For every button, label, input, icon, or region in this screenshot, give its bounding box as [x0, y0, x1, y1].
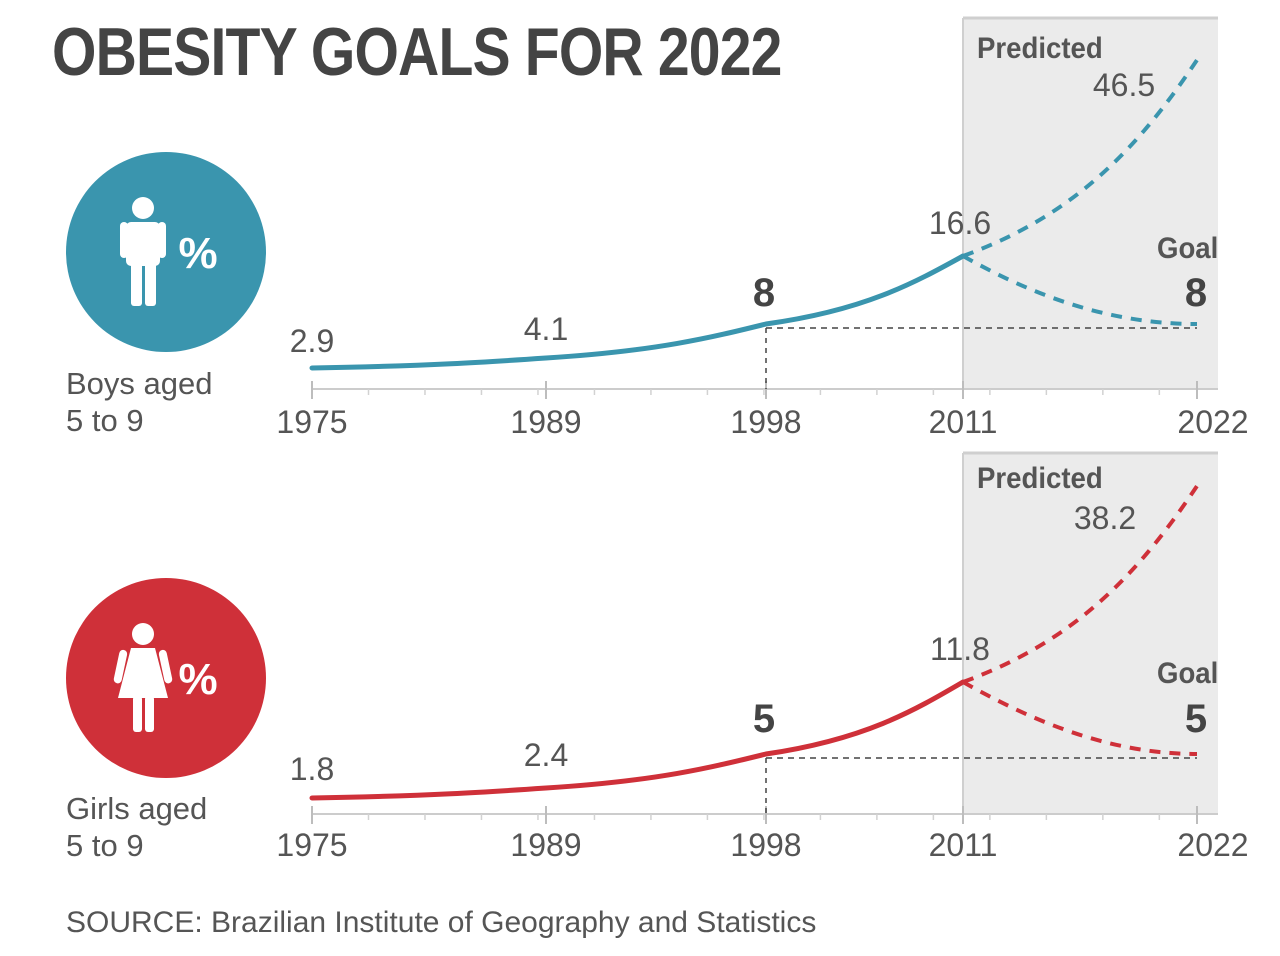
girls-label-line-1: Girls aged: [66, 791, 208, 826]
boy-head: [132, 197, 154, 219]
girls-goal-line: [962, 680, 1198, 756]
girls-tick-label-2011: 2011: [929, 827, 998, 863]
page-title: OBESITY GOALS FOR 2022: [52, 14, 782, 90]
girls-value-label-1975: 1.8: [290, 751, 334, 787]
boys-tick-label-1989: 1989: [510, 404, 581, 440]
boys-tick-label-2011: 2011: [929, 404, 998, 440]
girl-arm-left: [113, 649, 128, 684]
boy-arm-left: [120, 222, 128, 258]
boys-tick-label-1998: 1998: [730, 404, 801, 440]
girl-leg-right: [145, 696, 154, 732]
girls-goal-title: Goal: [1157, 657, 1218, 690]
girls-value-label-2011: 11.8: [930, 631, 990, 667]
boys-goal-title: Goal: [1157, 232, 1218, 265]
boys-tick-label-1975: 1975: [276, 404, 347, 440]
boys-goal-value: 8: [1185, 271, 1207, 315]
girl-head: [132, 623, 154, 645]
boys-predicted-title: Predicted: [977, 32, 1103, 65]
boy-leg-left: [131, 262, 142, 306]
girls-observed-line: [309, 679, 966, 801]
girl-icon: [113, 623, 173, 732]
girls-predicted-value: 38.2: [1074, 500, 1136, 536]
girls-chart: 1975 1989 1998 2011 2022 1.8 2.4 5 11.8 Predicted…: [66, 451, 1249, 863]
boys-goal-line: [962, 254, 1198, 326]
boy-icon: [120, 197, 166, 306]
girl-leg-left: [133, 696, 142, 732]
girls-predicted-line: [962, 484, 1199, 684]
boy-leg-right: [145, 262, 156, 306]
boys-label-line-1: Boys aged: [66, 366, 213, 401]
boys-tick-label-2022: 2022: [1177, 404, 1248, 440]
girls-label-line-2: 5 to 9: [66, 828, 144, 863]
girls-tick-label-1998: 1998: [730, 827, 801, 863]
boys-prediction-area: [963, 18, 1218, 389]
girls-goal-value: 5: [1185, 697, 1207, 741]
girl-dress: [118, 648, 168, 698]
boys-value-label-1989: 4.1: [524, 311, 568, 347]
boys-value-label-2011: 16.6: [929, 205, 991, 241]
girls-group-label: Girls aged 5 to 9: [66, 790, 207, 864]
girls-tick-label-1975: 1975: [276, 827, 347, 863]
girls-tick-label-1989: 1989: [510, 827, 581, 863]
source-note: SOURCE: Brazilian Institute of Geography…: [66, 906, 817, 939]
boys-chart: 1975 1989 1998 2011 2022 2.9 4.1 8 16.6 Predicted…: [66, 16, 1249, 440]
girls-value-label-1989: 2.4: [524, 737, 568, 773]
boys-label-line-2: 5 to 9: [66, 403, 144, 438]
girls-tick-label-2022: 2022: [1177, 827, 1248, 863]
boys-value-label-1975: 2.9: [290, 323, 334, 359]
girls-percent-symbol: %: [178, 655, 217, 704]
girls-predicted-title: Predicted: [977, 462, 1103, 495]
boys-predicted-value: 46.5: [1093, 67, 1155, 103]
boys-percent-symbol: %: [178, 229, 217, 278]
boys-observed-line: [309, 253, 966, 371]
boys-group-label: Boys aged 5 to 9: [66, 365, 213, 439]
boy-torso: [126, 222, 160, 266]
boys-value-label-1998: 8: [753, 271, 775, 315]
girl-arm-right: [158, 649, 173, 684]
boys-predicted-line: [962, 58, 1199, 258]
boy-arm-right: [158, 222, 166, 258]
girls-value-label-1998: 5: [753, 697, 775, 741]
